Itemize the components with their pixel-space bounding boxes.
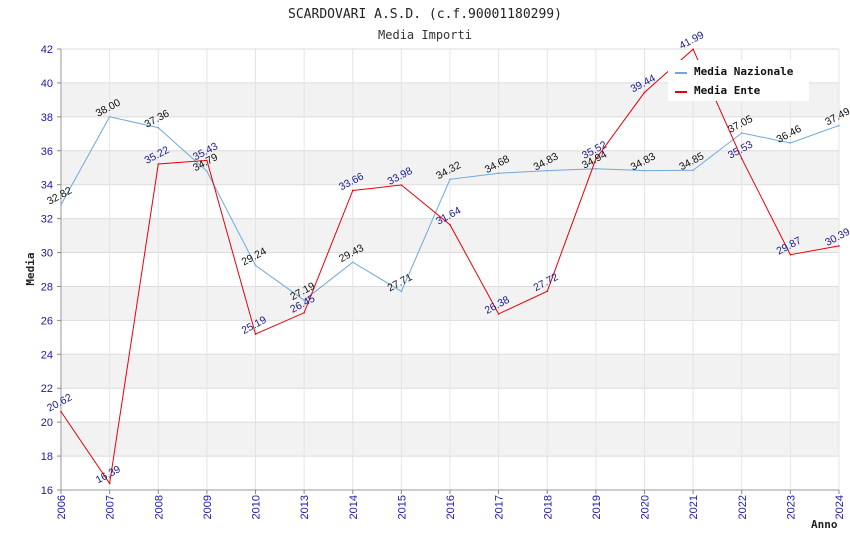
x-tick-label: 2017	[494, 495, 506, 519]
data-point-media-ente	[789, 253, 792, 256]
x-tick-label: 2021	[688, 495, 700, 519]
x-tick-label: 2020	[640, 495, 652, 519]
x-tick-label: 2010	[251, 495, 263, 519]
legend-box	[668, 60, 809, 101]
x-tick-label: 2008	[153, 495, 165, 519]
y-axis-label: Media	[24, 252, 37, 285]
data-point-media-nazionale	[546, 169, 549, 172]
y-tick-label: 36	[41, 146, 53, 158]
y-tick-label: 26	[41, 315, 53, 327]
data-point-media-nazionale	[449, 178, 451, 181]
data-point-media-nazionale	[400, 290, 403, 293]
chart-subtitle: Media Importi	[378, 28, 472, 42]
data-point-media-nazionale	[595, 167, 597, 170]
data-point-media-ente	[449, 223, 451, 226]
x-tick-label: 2022	[737, 495, 749, 519]
data-point-media-nazionale	[740, 132, 743, 134]
data-point-media-nazionale	[643, 169, 646, 172]
legend-label-media-nazionale: Media Nazionale	[694, 65, 794, 78]
data-point-media-nazionale	[157, 126, 160, 129]
data-point-media-ente	[740, 157, 743, 160]
y-tick-label: 20	[41, 417, 53, 429]
data-point-media-nazionale	[108, 116, 111, 118]
data-point-media-nazionale	[789, 142, 792, 144]
y-tick-label: 16	[41, 485, 53, 497]
x-tick-label: 2024	[834, 495, 846, 519]
data-point-media-ente	[400, 184, 403, 186]
y-tick-label: 22	[41, 383, 53, 395]
x-tick-label: 2013	[299, 495, 311, 519]
y-tick-label: 34	[41, 180, 53, 192]
y-tick-label: 28	[41, 281, 53, 293]
data-point-media-ente	[351, 189, 354, 192]
data-point-media-ente	[157, 163, 160, 165]
data-point-media-ente	[206, 159, 208, 162]
data-point-media-nazionale	[838, 124, 840, 127]
x-tick-label: 2019	[591, 495, 603, 519]
y-axis-ticks: 16 18 20 22 24 26 28 30 32 34 36 38 40 42	[41, 44, 61, 497]
x-tick-label: 2018	[542, 495, 554, 519]
data-point-media-nazionale	[351, 261, 354, 264]
data-point-media-ente	[692, 48, 694, 50]
data-point-media-nazionale	[60, 203, 62, 206]
y-tick-label: 18	[41, 451, 53, 463]
x-tick-label: 2014	[348, 495, 360, 519]
x-tick-label: 2006	[56, 495, 68, 519]
legend: Media Nazionale Media Ente	[668, 60, 809, 101]
data-point-media-nazionale	[692, 169, 694, 172]
y-tick-label: 24	[41, 349, 53, 361]
x-axis-label: Anno	[811, 518, 838, 531]
data-point-media-ente	[643, 91, 646, 94]
x-tick-label: 2009	[202, 495, 214, 519]
data-point-media-ente	[595, 158, 597, 160]
data-point-media-nazionale	[206, 170, 208, 173]
data-point-media-ente	[838, 245, 840, 247]
y-tick-label: 32	[41, 214, 53, 226]
y-tick-label: 30	[41, 248, 53, 260]
data-point-media-ente	[60, 410, 62, 413]
data-point-media-nazionale	[497, 172, 500, 174]
x-tick-label: 2016	[445, 495, 457, 519]
x-tick-label: 2015	[396, 495, 408, 519]
data-point-media-ente	[546, 290, 549, 293]
data-point-media-nazionale	[254, 264, 257, 267]
legend-label-media-ente: Media Ente	[694, 84, 761, 97]
y-tick-label: 42	[41, 44, 53, 56]
x-tick-label: 2023	[785, 495, 797, 519]
data-point-media-ente	[254, 333, 257, 335]
data-point-media-ente	[303, 311, 305, 314]
y-tick-label: 38	[41, 112, 53, 124]
x-tick-label: 2007	[105, 495, 117, 519]
chart-title: SCARDOVARI A.S.D. (c.f.90001180299)	[288, 7, 562, 22]
data-point-media-ente	[497, 313, 500, 315]
data-point-media-nazionale	[303, 299, 305, 302]
grid-lines	[60, 48, 840, 491]
x-axis-ticks: 2006 2007 2008 2009 2010 2013 2014 2015 2016 2017…	[56, 490, 846, 519]
data-point-media-ente	[108, 482, 111, 485]
y-tick-label: 40	[41, 78, 53, 90]
